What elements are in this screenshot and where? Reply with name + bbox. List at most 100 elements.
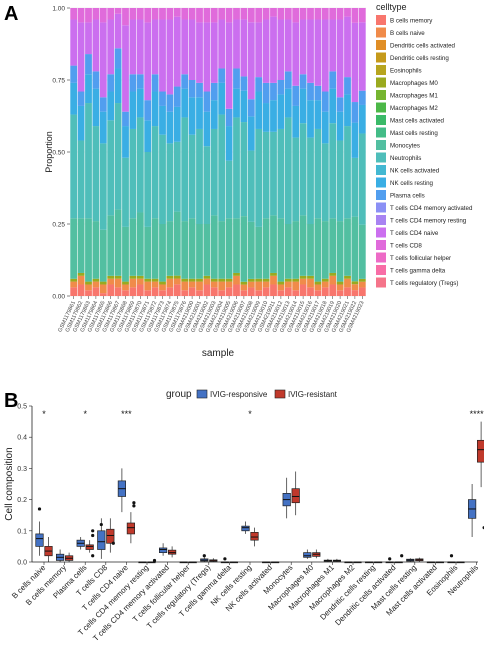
boxplot-chart: group IVIG-responsive IVIG-resistant * * **…: [4, 389, 484, 643]
bar-segment: [321, 281, 329, 288]
bar-segment: [233, 117, 240, 219]
bar-segment: [314, 8, 322, 20]
legend-a-swatch: [376, 15, 386, 25]
y-tick-label-b: 0.1: [17, 528, 27, 535]
bar-segment: [181, 290, 189, 296]
bar-segment: [351, 157, 359, 217]
bar-segment: [114, 68, 122, 104]
x-axis-label-a: sample: [202, 348, 235, 359]
bar-segment: [107, 215, 115, 276]
bar-segment: [321, 221, 329, 279]
outlier-resistant: [400, 554, 404, 558]
bar-segment: [284, 278, 292, 282]
bar-segment: [336, 281, 344, 285]
bar-segment: [240, 19, 248, 77]
bar-segment: [218, 82, 226, 115]
bar-segment: [129, 287, 137, 296]
bar-segment: [99, 281, 107, 285]
bar-segment: [166, 143, 174, 222]
bar-segment: [188, 19, 196, 80]
bar-segment: [344, 94, 351, 127]
bar-segment: [129, 128, 137, 219]
bar-segment: [225, 278, 233, 282]
legend-a-label: Plasma cells: [390, 193, 425, 200]
bar-segment: [284, 19, 292, 72]
bar-segment: [70, 19, 78, 66]
bar-segment: [247, 22, 255, 100]
bar-segment: [344, 126, 351, 219]
bar-segment: [114, 103, 122, 210]
bar-segment: [307, 8, 314, 20]
bar-segment: [336, 221, 344, 282]
bar-segment: [321, 19, 329, 92]
bar-segment: [196, 290, 203, 296]
plot-b-y-ticks: 0.0 0.1 0.2 0.3 0.4 0.5: [17, 404, 32, 567]
bar-segment: [358, 90, 366, 105]
bar-segment: [262, 287, 270, 296]
panel-label-b: B: [4, 390, 18, 412]
bar-segment: [233, 19, 240, 69]
bar-segment: [99, 229, 107, 282]
bar-segment: [270, 16, 277, 83]
bar-segment: [122, 111, 129, 127]
bar-segment: [203, 111, 211, 147]
plot-a-bars: [70, 8, 366, 296]
bar-segment: [203, 146, 211, 224]
bar-segment: [144, 278, 152, 282]
bar-segment: [225, 126, 233, 161]
bar-segment: [203, 8, 211, 23]
bar-segment: [277, 281, 285, 285]
bar-segment: [151, 19, 159, 75]
legend-a-label: T cells CD4 memory activated: [390, 205, 473, 212]
legend-a-label: Dendritic cells activated: [390, 43, 456, 50]
bar-segment: [210, 281, 218, 288]
bar-segment: [181, 88, 189, 118]
bar-segment: [85, 54, 92, 75]
y-tick-label-b: 0.5: [17, 404, 27, 411]
bar-segment: [151, 91, 159, 127]
bar-segment: [70, 278, 78, 282]
plot-b-significance: * * *** * ****: [42, 409, 484, 419]
legend-a-label: B cells memory: [390, 18, 433, 25]
bar-segment: [299, 19, 307, 75]
bar-segment: [85, 103, 92, 219]
box-resistant: [106, 528, 115, 544]
bar-segment: [314, 100, 322, 129]
bar-segment: [144, 22, 152, 101]
bar-segment: [144, 8, 152, 23]
outlier-resistant: [111, 541, 115, 545]
bar-segment: [92, 287, 100, 296]
bar-segment: [270, 82, 277, 101]
bar-segment: [77, 218, 85, 273]
bar-segment: [292, 278, 300, 282]
bar-segment: [203, 278, 211, 285]
bar-segment: [188, 278, 196, 282]
bar-segment: [107, 278, 115, 285]
bar-segment: [107, 275, 115, 279]
bar-segment: [277, 218, 285, 282]
bar-segment: [233, 88, 240, 118]
bar-segment: [99, 293, 107, 296]
bar-segment: [159, 19, 166, 92]
box-resistant: [126, 522, 136, 535]
bar-segment: [129, 91, 137, 129]
bar-segment: [255, 91, 263, 129]
bar-segment: [336, 111, 344, 141]
bar-segment: [247, 278, 255, 282]
bar-segment: [70, 114, 78, 219]
bar-segment: [166, 8, 174, 20]
bar-segment: [240, 284, 248, 291]
bar-segment: [329, 123, 337, 219]
bar-segment: [277, 94, 285, 129]
bar-segment: [210, 128, 218, 216]
bar-segment: [277, 290, 285, 296]
bar-segment: [107, 120, 115, 216]
bar-segment: [351, 216, 359, 282]
bar-segment: [255, 8, 263, 23]
bar-segment: [181, 278, 189, 282]
legend-a: B cells memory B cells naive Dendritic cel…: [376, 15, 473, 288]
bar-segment: [233, 218, 240, 273]
bar-segment: [159, 91, 166, 106]
bar-segment: [292, 22, 300, 86]
